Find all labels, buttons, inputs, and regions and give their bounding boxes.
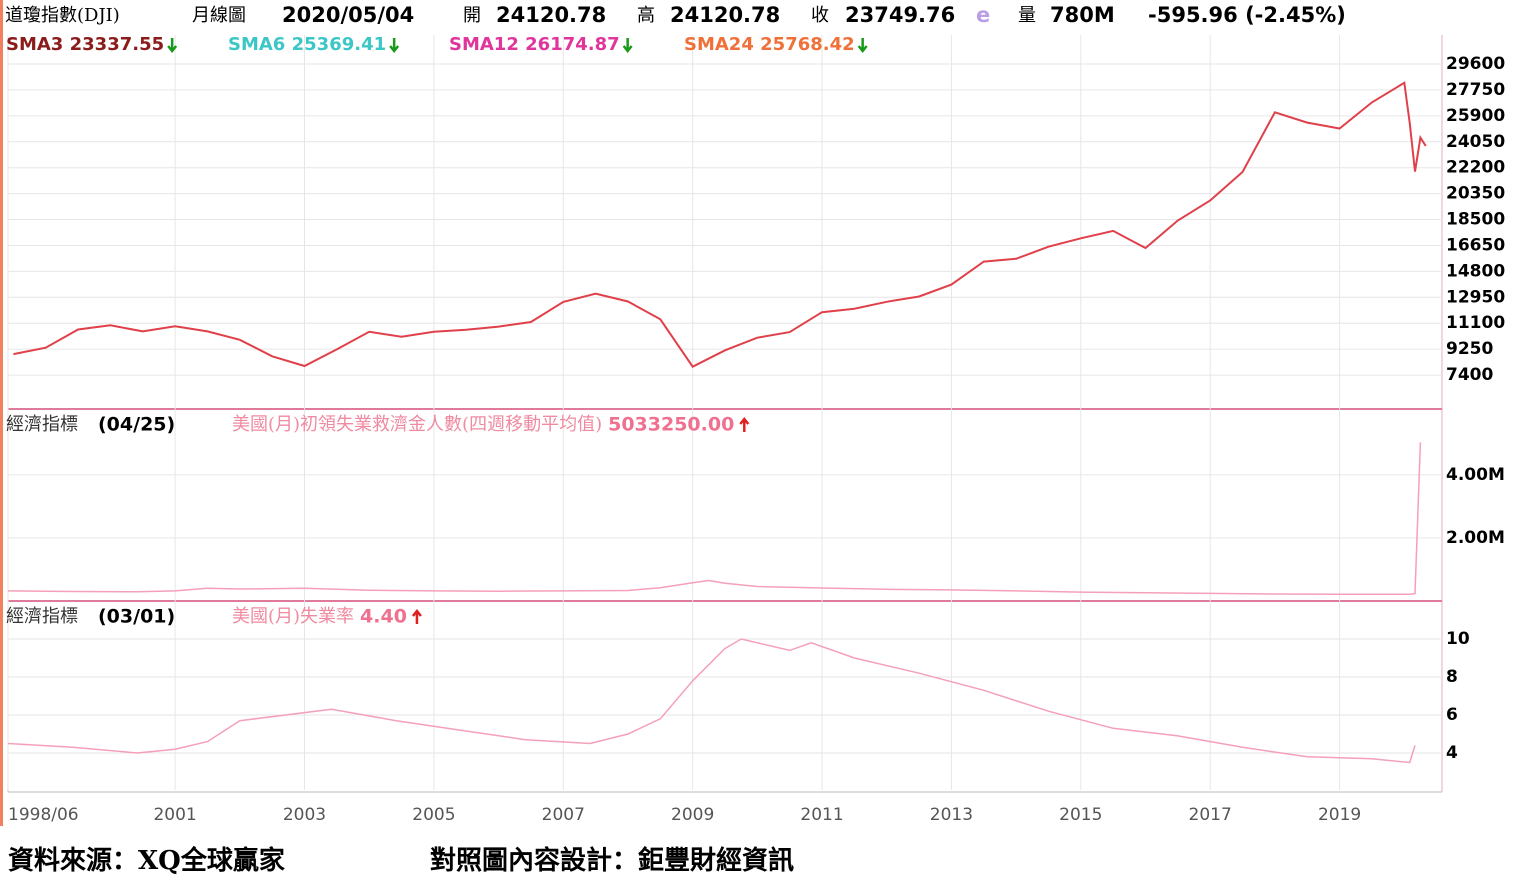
- data-line: [7, 638, 1416, 764]
- legend-value: 23337.55: [70, 34, 165, 55]
- series-latest: 5033250.00: [608, 414, 734, 436]
- y-tick-label: 22200: [1446, 158, 1505, 178]
- legend-name: SMA3: [6, 34, 63, 55]
- legend-name: SMA12: [449, 34, 519, 55]
- up-arrow: [739, 416, 750, 432]
- y-tick-label: 16650: [1446, 235, 1505, 255]
- down-arrow: [389, 38, 400, 54]
- footer-source: 資料來源：XQ全球贏家: [8, 845, 285, 876]
- series-name: 美國(月)初領失業救濟金人數(四週移動平均值): [232, 414, 602, 435]
- x-tick-label: 2019: [1318, 805, 1361, 825]
- x-tick-label: 1998/06: [8, 805, 79, 825]
- panel-title: 經濟指標: [6, 606, 78, 627]
- series-latest: 4.40: [360, 606, 407, 628]
- up-arrow: [411, 608, 422, 624]
- y-tick-label: 27750: [1446, 80, 1505, 100]
- y-tick-label: 20350: [1446, 184, 1505, 204]
- close-value: 23749.76: [845, 3, 955, 27]
- y-tick-label: 9250: [1446, 339, 1493, 359]
- y-tick-label: 2.00M: [1446, 528, 1505, 548]
- open-label: 開: [463, 5, 481, 26]
- legend-entry: SMA12 26174.87: [449, 34, 620, 55]
- open-value: 24120.78: [496, 3, 606, 27]
- series-name: 美國(月)失業率: [232, 606, 354, 627]
- y-tick-label: 14800: [1446, 261, 1505, 281]
- x-tick-label: 2005: [412, 805, 455, 825]
- x-tick-label: 2009: [671, 805, 714, 825]
- left-edge: [0, 0, 3, 826]
- y-tick-label: 29600: [1446, 54, 1505, 74]
- down-arrow: [167, 38, 178, 54]
- high-label: 高: [637, 5, 655, 26]
- panel-title: 經濟指標: [6, 414, 78, 435]
- legend-value: 25768.42: [760, 34, 855, 55]
- subtitle: 月線圖: [192, 5, 246, 26]
- y-tick-label: 4.00M: [1446, 465, 1505, 485]
- footer-design: 對照圖內容設計：鉅豐財經資訊: [430, 845, 794, 876]
- legend-name: SMA24: [684, 34, 754, 55]
- panel-date: (03/01): [98, 606, 175, 628]
- x-tick-label: 2011: [800, 805, 843, 825]
- volume-value: 780M: [1050, 3, 1115, 27]
- y-tick-label: 7400: [1446, 365, 1493, 385]
- estimate-mark: e: [976, 3, 990, 27]
- x-tick-label: 2017: [1189, 805, 1232, 825]
- y-tick-label: 8: [1446, 667, 1458, 687]
- close-label: 收: [811, 5, 829, 26]
- y-tick-label: 6: [1446, 705, 1458, 725]
- legend-entry: SMA24 25768.42: [684, 34, 855, 55]
- down-arrow: [622, 38, 633, 54]
- y-tick-label: 4: [1446, 743, 1458, 763]
- high-value: 24120.78: [670, 3, 780, 27]
- legend-value: 26174.87: [525, 34, 620, 55]
- y-tick-label: 10: [1446, 629, 1470, 649]
- title: 道瓊指數(DJI): [5, 5, 120, 26]
- panel-date: (04/25): [98, 414, 175, 436]
- y-tick-label: 18500: [1446, 210, 1505, 230]
- y-tick-label: 11100: [1446, 313, 1505, 333]
- y-tick-label: 12950: [1446, 287, 1505, 307]
- data-line: [7, 442, 1422, 596]
- data-line: [13, 81, 1427, 368]
- date: 2020/05/04: [282, 3, 414, 27]
- legend-value: 25369.41: [292, 34, 387, 55]
- x-tick-label: 2003: [283, 805, 326, 825]
- x-tick-label: 2013: [930, 805, 973, 825]
- legend-entry: SMA6 25369.41: [228, 34, 386, 55]
- legend-name: SMA6: [228, 34, 285, 55]
- y-tick-label: 25900: [1446, 106, 1505, 126]
- legend-entry: SMA3 23337.55: [6, 34, 164, 55]
- y-tick-label: 24050: [1446, 132, 1505, 152]
- volume-label: 量: [1018, 5, 1036, 26]
- x-tick-label: 2007: [542, 805, 585, 825]
- x-tick-label: 2015: [1059, 805, 1102, 825]
- down-arrow: [857, 38, 868, 54]
- change-value: -595.96 (-2.45%): [1148, 3, 1346, 27]
- x-tick-label: 2001: [153, 805, 196, 825]
